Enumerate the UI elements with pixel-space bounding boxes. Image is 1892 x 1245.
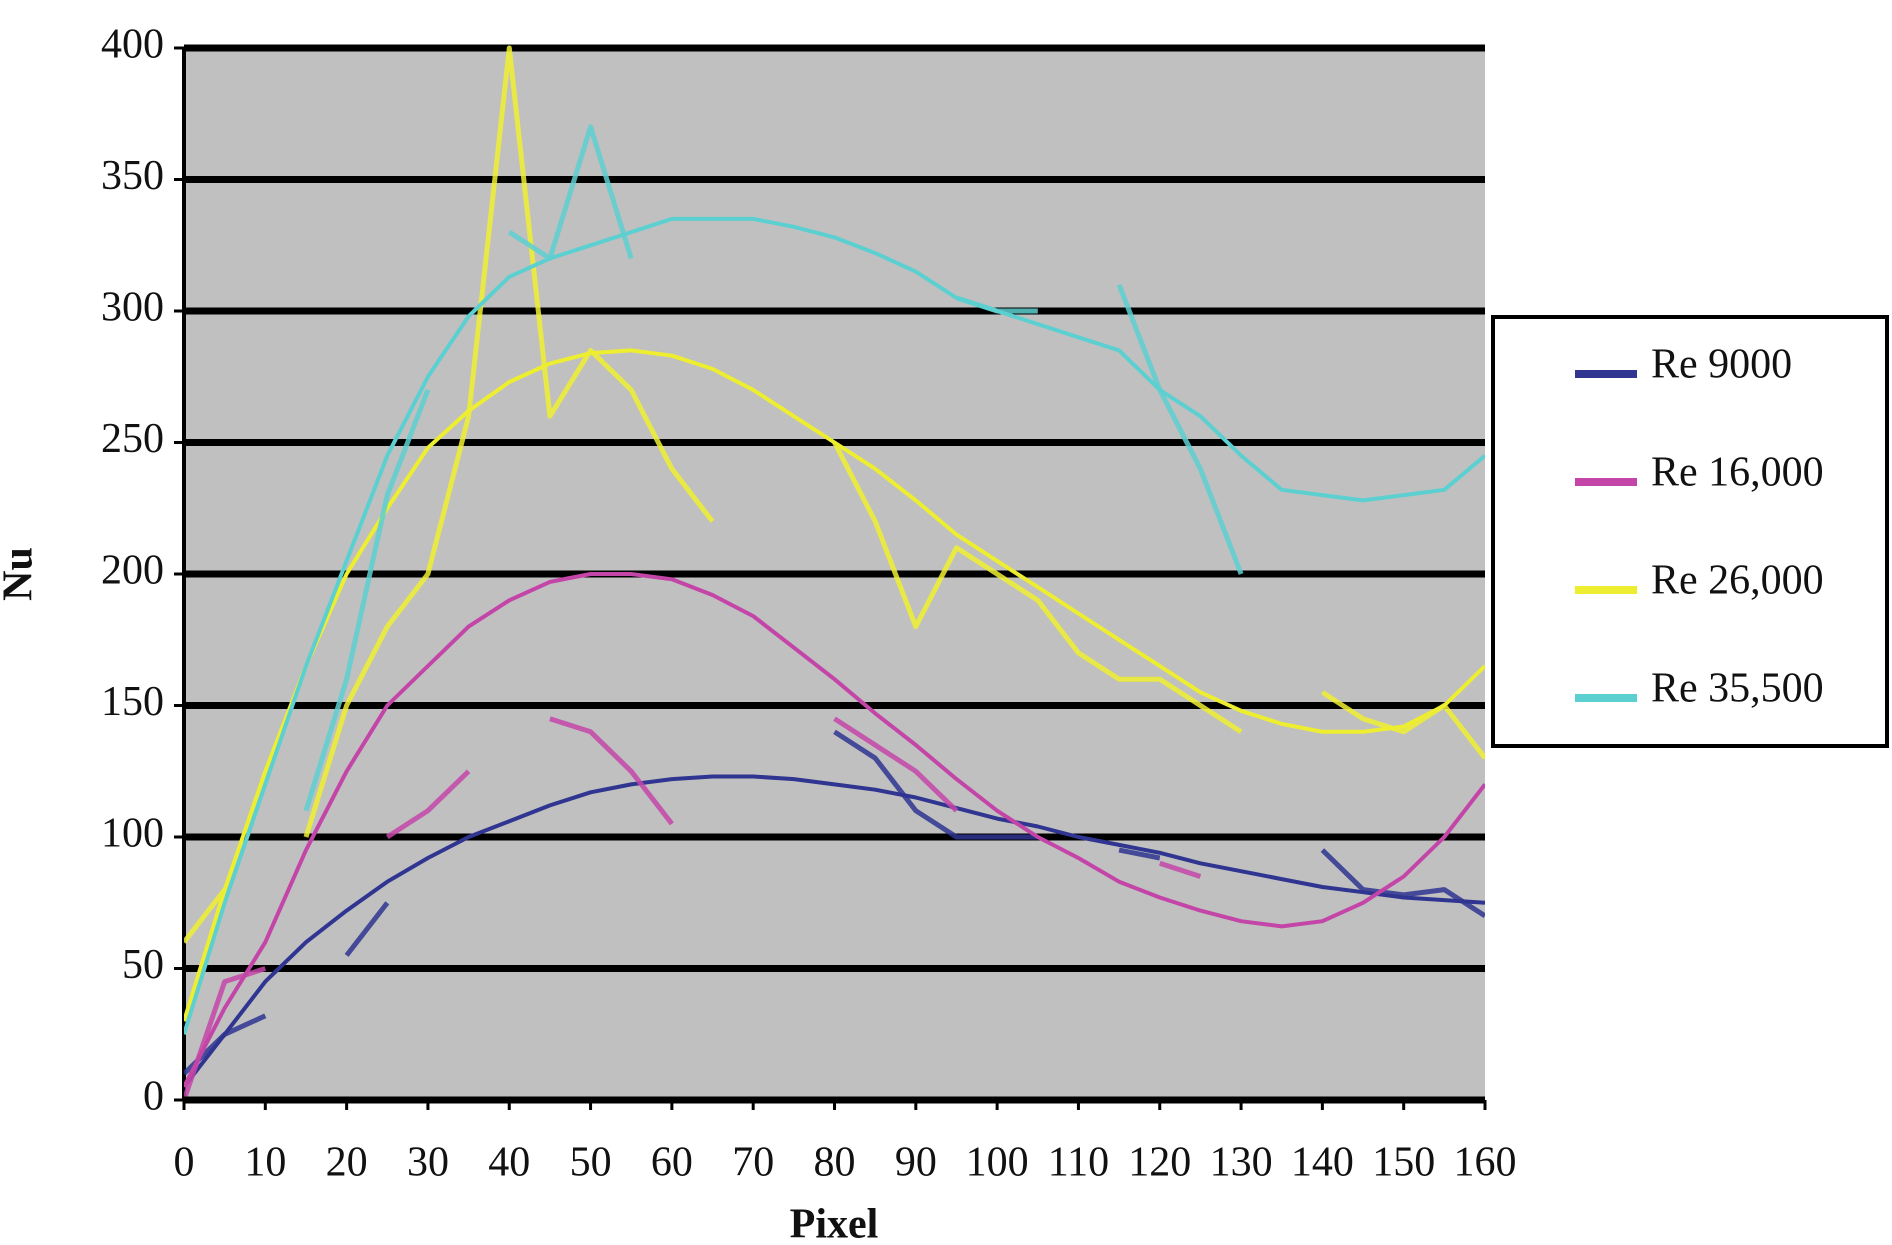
x-tick-label: 70 bbox=[732, 1140, 774, 1186]
trend-line bbox=[184, 774, 1485, 1089]
y-tick-label: 0 bbox=[143, 1074, 164, 1120]
y-tick-label: 300 bbox=[101, 285, 164, 331]
x-tick-label: 130 bbox=[1210, 1140, 1273, 1186]
series-line bbox=[184, 716, 1202, 1101]
x-tick-label: 90 bbox=[895, 1140, 937, 1186]
y-tick-label: 150 bbox=[101, 679, 164, 725]
y-tick-label: 50 bbox=[122, 942, 164, 988]
x-tick-label: 140 bbox=[1291, 1140, 1354, 1186]
x-tick-label: 110 bbox=[1048, 1140, 1109, 1186]
legend-box bbox=[1491, 315, 1889, 748]
trend-line bbox=[184, 216, 1485, 1035]
x-tick-label: 30 bbox=[407, 1140, 449, 1186]
legend-label: Re 9000 bbox=[1651, 342, 1792, 388]
x-axis-label: Pixel bbox=[790, 1202, 879, 1245]
x-tick-label: 80 bbox=[814, 1140, 856, 1186]
x-tick-label: 60 bbox=[651, 1140, 693, 1186]
x-tick-label: 100 bbox=[966, 1140, 1029, 1186]
trend-line bbox=[184, 348, 1485, 1022]
x-tick-label: 120 bbox=[1128, 1140, 1191, 1186]
x-tick-label: 50 bbox=[570, 1140, 612, 1186]
legend-label: Re 26,000 bbox=[1651, 558, 1824, 604]
y-tick-label: 400 bbox=[101, 22, 164, 68]
y-tick-label: 200 bbox=[101, 548, 164, 594]
y-tick-label: 100 bbox=[101, 811, 164, 857]
x-tick-label: 40 bbox=[488, 1140, 530, 1186]
x-tick-label: 0 bbox=[174, 1140, 195, 1186]
y-tick-label: 350 bbox=[101, 153, 164, 199]
legend-label: Re 16,000 bbox=[1651, 450, 1824, 496]
y-tick-label: 250 bbox=[101, 416, 164, 462]
series-line bbox=[184, 45, 1485, 944]
legend-label: Re 35,500 bbox=[1651, 666, 1824, 712]
x-tick-label: 20 bbox=[326, 1140, 368, 1186]
trend-line bbox=[184, 572, 1485, 1088]
y-axis-label: Nu bbox=[0, 547, 42, 601]
x-tick-label: 150 bbox=[1372, 1140, 1435, 1186]
x-tick-label: 10 bbox=[244, 1140, 286, 1186]
x-tick-label: 160 bbox=[1454, 1140, 1517, 1186]
